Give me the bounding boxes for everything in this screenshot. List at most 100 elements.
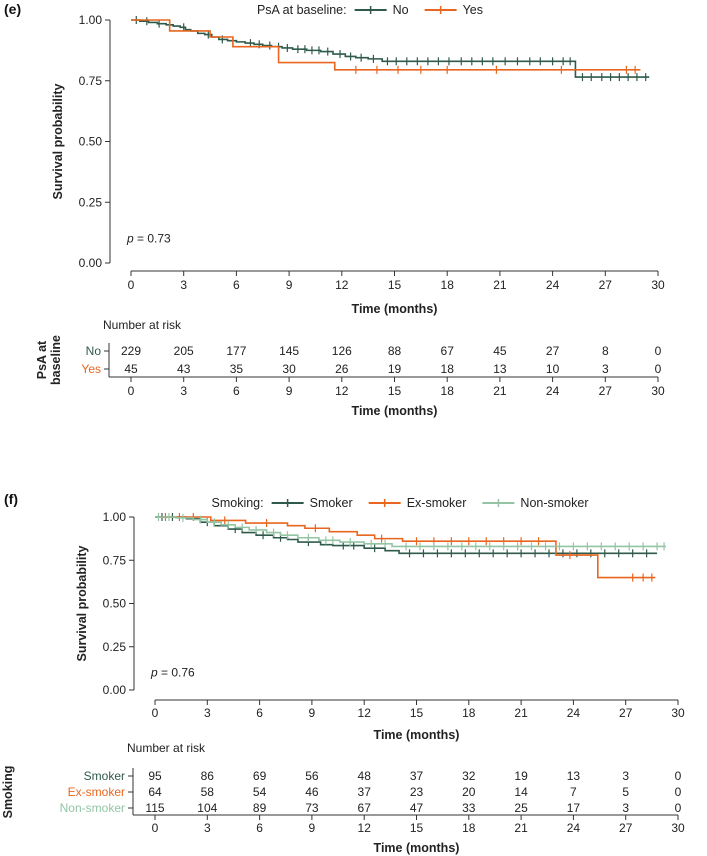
legend-title: Smoking: (212, 496, 264, 510)
risk-count: 86 (201, 769, 215, 783)
risk-row-label: Non-smoker (60, 801, 125, 815)
x-axis: 0 3 6 9 12 15 18 21 24 27 30 Time (months) (128, 270, 665, 316)
risk-x-tick-label: 30 (651, 384, 665, 398)
risk-group-label-line2: baseline (49, 335, 63, 385)
risk-count: 33 (462, 801, 476, 815)
panel-label: (e) (4, 1, 21, 17)
y-axis: 0.00 0.25 0.50 0.75 1.00 Survival probability (51, 13, 111, 270)
x-tick-label: 18 (462, 706, 476, 720)
series-yes (131, 19, 641, 74)
risk-x-tick-label: 21 (493, 384, 507, 398)
y-tick-label: 0.75 (79, 74, 103, 88)
risk-count: 37 (410, 769, 424, 783)
x-tick-label: 3 (204, 706, 211, 720)
risk-count: 3 (622, 801, 629, 815)
risk-x-tick-label: 0 (128, 384, 135, 398)
risk-x-tick-label: 27 (599, 384, 613, 398)
p-symbol: p (126, 232, 134, 246)
risk-count: 45 (124, 362, 138, 376)
survival-curve-no (131, 19, 650, 78)
risk-count: 145 (279, 344, 299, 358)
x-tick-label: 0 (152, 706, 159, 720)
risk-x-tick-label: 9 (309, 821, 316, 835)
risk-x-axis-title: Time (months) (374, 841, 460, 855)
x-tick-label: 0 (128, 278, 135, 292)
risk-x-tick-label: 30 (671, 821, 685, 835)
p-value-annotation: p = 0.73 (126, 232, 171, 246)
x-tick-label: 24 (546, 278, 560, 292)
risk-count: 0 (675, 769, 682, 783)
series-ex-smoker (155, 513, 656, 582)
x-tick-label: 6 (233, 278, 240, 292)
risk-count: 18 (441, 362, 455, 376)
risk-count: 46 (305, 785, 319, 799)
risk-count: 48 (358, 769, 372, 783)
x-tick-label: 18 (441, 278, 455, 292)
risk-count: 67 (358, 801, 372, 815)
x-tick-label: 6 (256, 706, 263, 720)
risk-x-tick-label: 27 (619, 821, 633, 835)
risk-x-tick-label: 24 (546, 384, 560, 398)
risk-count: 56 (305, 769, 319, 783)
y-axis-title: Survival probability (75, 545, 89, 661)
risk-count: 43 (177, 362, 191, 376)
x-tick-label: 15 (410, 706, 424, 720)
x-tick-label: 3 (180, 278, 187, 292)
risk-x-tick-label: 6 (233, 384, 240, 398)
risk-count: 25 (514, 801, 528, 815)
risk-table-title: Number at risk (127, 741, 206, 755)
x-tick-label: 27 (619, 706, 633, 720)
x-axis: 0 3 6 9 12 15 18 21 24 27 30 Time (months) (152, 699, 685, 742)
series-no (131, 16, 650, 82)
risk-count: 69 (253, 769, 267, 783)
p-symbol: p (150, 666, 158, 680)
risk-count: 13 (567, 769, 581, 783)
risk-count: 47 (410, 801, 424, 815)
x-axis-title: Time (months) (352, 302, 438, 316)
risk-count: 35 (230, 362, 244, 376)
p-value: = 0.73 (134, 232, 171, 246)
x-tick-label: 30 (671, 706, 685, 720)
risk-x-tick-label: 18 (441, 384, 455, 398)
risk-x-tick-label: 3 (180, 384, 187, 398)
km-panel-e: (e) PsA at baseline: No Yes 0.00 0.25 0.50 0.75… (4, 1, 665, 418)
risk-row-label: Yes (81, 362, 101, 376)
risk-count: 0 (655, 362, 662, 376)
risk-count: 54 (253, 785, 267, 799)
risk-count: 13 (493, 362, 507, 376)
risk-count: 64 (148, 785, 162, 799)
risk-x-tick-label: 9 (286, 384, 293, 398)
legend-entry-yes: Yes (463, 3, 483, 17)
risk-x-tick-label: 6 (256, 821, 263, 835)
risk-count: 19 (388, 362, 402, 376)
risk-x-tick-label: 15 (388, 384, 402, 398)
risk-count: 45 (493, 344, 507, 358)
risk-x-tick-label: 21 (514, 821, 528, 835)
y-tick-label: 0.00 (79, 256, 103, 270)
survival-curve-yes (131, 19, 641, 71)
x-tick-label: 12 (358, 706, 372, 720)
x-tick-label: 9 (286, 278, 293, 292)
risk-x-axis-title: Time (months) (352, 404, 438, 418)
risk-count: 8 (602, 344, 609, 358)
legend-entry-ex-smoker: Ex-smoker (407, 496, 467, 510)
panel-label: (f) (4, 491, 18, 507)
risk-count: 5 (622, 785, 629, 799)
risk-count: 88 (388, 344, 402, 358)
risk-table-title: Number at risk (103, 318, 182, 332)
risk-count: 20 (462, 785, 476, 799)
risk-x-tick-label: 12 (335, 384, 349, 398)
risk-count: 30 (282, 362, 296, 376)
x-tick-label: 24 (567, 706, 581, 720)
risk-row-label: Ex-smoker (68, 785, 125, 799)
risk-x-tick-label: 18 (462, 821, 476, 835)
legend: Smoking: Smoker Ex-smoker Non-smoker (212, 496, 589, 510)
legend: PsA at baseline: No Yes (257, 3, 483, 17)
y-tick-label: 0.75 (103, 553, 127, 567)
risk-count: 177 (226, 344, 246, 358)
p-value: = 0.76 (158, 666, 195, 680)
y-tick-label: 0.25 (103, 640, 127, 654)
x-tick-label: 30 (651, 278, 665, 292)
